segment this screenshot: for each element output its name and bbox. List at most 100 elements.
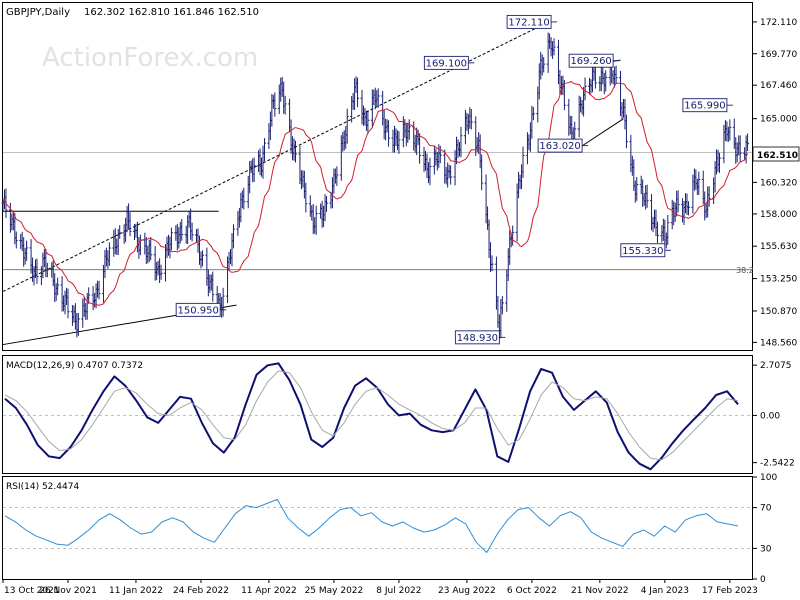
svg-text:163.020: 163.020 [539, 141, 580, 152]
price-tick-label: 148.560 [760, 338, 797, 348]
price-bar [376, 88, 380, 108]
price-bar [107, 242, 111, 266]
price-bar [252, 157, 256, 182]
rsi-layer: 100 70 30 0 [3, 473, 777, 585]
price-bar [97, 280, 101, 300]
price-bar [356, 77, 360, 108]
price-callouts: 172.110 169.260 169.100 165.990 163.020 155.3… [175, 14, 733, 345]
grid-layer [3, 152, 752, 271]
osc-tick-label: 100 [760, 473, 777, 483]
svg-text:148.930: 148.930 [457, 333, 498, 344]
price-bar [325, 195, 329, 212]
price-bar [283, 95, 287, 115]
price-bar [14, 231, 18, 249]
date-tick-label: 23 Aug 2022 [438, 586, 496, 596]
rsi-panel-frame [2, 476, 753, 580]
svg-text:150.950: 150.950 [177, 305, 218, 316]
osc-tick-label: 70 [760, 504, 772, 514]
price-bar [180, 218, 184, 241]
price-bar [604, 70, 608, 92]
price-bar [697, 171, 701, 196]
wedge-lower-line [581, 118, 624, 147]
price-bar [449, 165, 453, 185]
price-bar [231, 224, 235, 249]
price-bar [407, 119, 411, 140]
price-bar [118, 225, 122, 239]
date-tick-label: 11 Apr 2022 [241, 586, 297, 596]
price-bar [169, 227, 173, 251]
price-bar [335, 166, 339, 187]
price-bar [728, 119, 732, 141]
price-bar [500, 296, 504, 315]
rsi-label: RSI(14) 52.4474 [6, 482, 79, 492]
price-bar [469, 108, 473, 130]
osc-tick-label: 30 [760, 544, 772, 554]
price-callout: 169.260 [568, 53, 620, 68]
price-bar [262, 138, 266, 162]
osc-tick-label: -2.5422 [760, 459, 795, 469]
price-bar [25, 240, 29, 261]
price-bar [200, 250, 204, 267]
price-bar [542, 57, 546, 73]
price-bar [387, 120, 391, 147]
price-bar [221, 287, 225, 317]
rising-channel-line [2, 20, 552, 292]
price-callout: 169.100 [423, 55, 475, 70]
price-bar [645, 184, 649, 208]
watermark: ActionForex.com [42, 43, 258, 73]
price-bar [418, 133, 422, 164]
svg-text:172.110: 172.110 [508, 17, 549, 28]
price-callout: 163.020 [537, 138, 589, 153]
price-tick-label: 153.250 [760, 275, 797, 285]
price-bar [707, 186, 711, 207]
date-tick-label: 6 Oct 2022 [507, 586, 557, 596]
current-price-tag [752, 146, 800, 162]
price-bar [635, 176, 639, 201]
price-tick-label: 172.110 [760, 18, 797, 28]
price-bar [531, 106, 535, 121]
moving-average-line [2, 81, 749, 306]
price-bar [428, 157, 432, 186]
osc-series-line [4, 498, 739, 553]
price-bar [35, 258, 39, 284]
candle-layer [1, 32, 750, 339]
date-tick-label: 8 Jul 2022 [376, 586, 421, 596]
price-bar [294, 140, 298, 163]
osc-series-line [4, 362, 739, 471]
osc-tick-label: 0.00 [760, 411, 780, 421]
price-bar [87, 287, 91, 304]
price-bar [552, 38, 556, 56]
price-bar [366, 111, 370, 135]
osc-tick-label: 2.7075 [760, 361, 792, 371]
macd-label: MACD(12,26,9) 0.4707 0.7372 [6, 361, 143, 371]
osc-series-line [4, 370, 739, 461]
price-bar [345, 108, 349, 144]
price-bar [128, 212, 132, 237]
date-tick-label: 25 May 2022 [305, 586, 364, 596]
price-bar [314, 205, 318, 235]
price-callout: 155.330 [620, 243, 671, 258]
ohlc-label: 162.302 162.810 161.846 162.510 [84, 7, 259, 18]
price-bar [717, 152, 721, 173]
price-bar [397, 131, 401, 154]
price-bar [459, 126, 463, 158]
price-bar [159, 264, 163, 280]
current-price-label: 162.510 [757, 151, 798, 161]
price-bar [438, 145, 442, 164]
price-tick-label: 150.870 [760, 307, 797, 317]
svg-text:155.330: 155.330 [622, 246, 663, 257]
price-bar [242, 187, 246, 210]
date-tick-label: 11 Jan 2022 [109, 586, 163, 596]
price-bar [45, 262, 49, 278]
svg-text:169.100: 169.100 [426, 58, 467, 69]
price-tick-label: 160.320 [760, 178, 797, 188]
date-tick-label: 4 Jan 2023 [641, 586, 689, 596]
price-bar [666, 214, 670, 245]
date-tick-label: 13 Oct 2021 [4, 586, 60, 596]
price-bar [480, 154, 484, 191]
price-bar [614, 65, 618, 84]
fib-label: 38.2 [736, 266, 754, 275]
price-bar [190, 222, 194, 242]
price-bar [273, 92, 277, 117]
axis-layer: 172.110 169.770 167.460 165.000 160.320 158.0… [2, 18, 797, 596]
